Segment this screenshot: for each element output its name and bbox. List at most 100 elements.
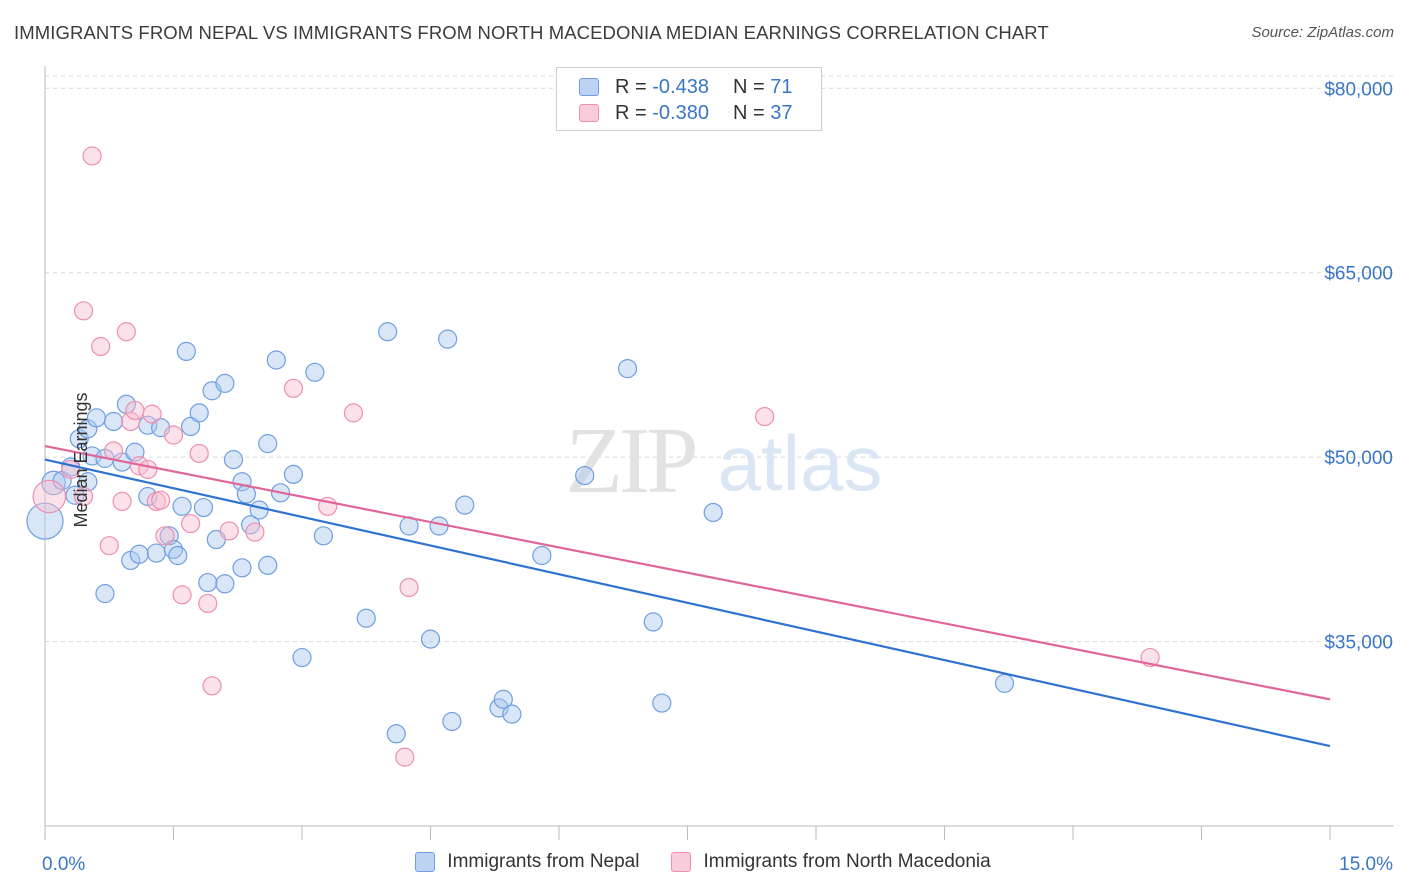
y-tick-label-3: $80,000 [1324,79,1393,100]
macedonia-point-4 [73,301,94,321]
gridlines [45,75,1394,643]
x-tick-label-max: 15.0% [1339,854,1393,875]
macedonia-point-21 [189,443,209,464]
nepal-point-67 [994,673,1015,693]
nepal-point-64 [643,612,663,632]
macedonia-point-24 [219,521,239,541]
legend-label-nepal: Immigrants from Nepal [447,851,640,872]
nepal-swatch [579,78,599,96]
nepal-point-53 [420,629,441,649]
nepal-point-7 [78,472,98,492]
macedonia-point-14 [142,404,162,424]
stats-row-nepal: R = -0.438 N = 71 [579,74,793,100]
macedonia-point-31 [754,406,775,427]
nepal-point-24 [168,545,188,566]
legend-label-macedonia: Immigrants from North Macedonia [703,851,991,872]
nepal-point-17 [129,544,149,564]
n-value-macedonia: 37 [770,101,793,124]
macedonia-point-17 [155,526,175,546]
nepal-point-29 [193,497,214,518]
chart-title: IMMIGRANTS FROM NEPAL VS IMMIGRANTS FROM… [14,22,1049,43]
nepal-point-37 [232,558,252,578]
r-value-macedonia: -0.380 [652,101,709,124]
nepal-point-30 [198,572,218,593]
macedonia-swatch [579,104,599,122]
x-tick-label-min: 0.0% [42,854,85,875]
n-label: N = [733,75,765,98]
series-north-macedonia [32,146,1160,767]
r-value-nepal: -0.438 [652,75,709,98]
macedonia-point-26 [283,378,304,398]
nepal-point-34 [215,373,235,393]
macedonia-legend-swatch [671,852,692,872]
r-label: R = [615,101,647,124]
macedonia-point-25 [245,522,265,542]
nepal-legend-swatch [415,852,436,872]
watermark-zip: ZIP [566,409,696,513]
nepal-point-12 [103,411,124,432]
nepal-point-33 [215,574,235,594]
nepal-point-41 [258,434,278,454]
macedonia-point-3 [82,146,102,166]
legend-item-nepal[interactable]: Immigrants from Nepal [415,851,639,873]
nepal-point-40 [249,500,269,520]
nepal-point-43 [266,350,286,370]
nepal-point-57 [455,495,475,515]
nepal-point-63 [617,359,638,379]
nepal-point-59 [493,689,513,709]
watermark: ZIP atlas [566,409,883,513]
nepal-point-61 [532,545,552,566]
nepal-point-46 [292,647,312,668]
stats-legend: R = -0.438 N = 71 R = -0.380 N = 37 [556,67,822,131]
y-axis-label: Median Earnings [71,392,92,528]
n-label: N = [733,101,765,124]
macedonia-point-8 [112,491,132,512]
nepal-point-65 [652,693,672,713]
nepal-point-51 [386,724,406,744]
macedonia-point-13 [138,459,158,480]
nepal-point-47 [305,362,325,382]
nepal-point-48 [313,526,334,546]
macedonia-point-23 [202,676,222,696]
nepal-point-11 [95,584,115,604]
nepal-point-35 [223,450,244,470]
macedonia-point-11 [125,400,145,421]
nepal-point-55 [438,329,458,349]
nepal-point-66 [703,502,723,523]
nepal-point-56 [442,711,462,732]
trend-lines [44,445,1331,748]
nepal-point-50 [378,322,398,342]
y-tick-label-0: $35,000 [1324,633,1393,654]
macedonia-point-18 [163,425,184,445]
tick-labels: $35,000 $50,000 $65,000 $80,000 0.0% 15.0% [42,79,1393,875]
macedonia-point-2 [73,486,94,507]
series-legend: Immigrants from Nepal Immigrants from No… [0,851,1406,873]
nepal-point-42 [258,555,278,575]
macedonia-point-22 [198,593,218,614]
nepal-point-25 [172,496,192,516]
stats-row-macedonia: R = -0.380 N = 37 [579,100,793,126]
nepal-point-26 [176,341,196,362]
nepal-point-60 [502,704,522,724]
nepal-point-49 [356,608,376,628]
watermark-atlas: atlas [718,419,883,507]
axes [44,66,1394,840]
source-credit: Source: ZipAtlas.com [1251,24,1394,41]
macedonia-point-16 [151,490,171,510]
macedonia-point-5 [91,336,111,357]
nepal-point-27 [181,416,201,437]
trend-line-macedonia [44,445,1331,701]
macedonia-point-0 [32,479,67,514]
nepal-point-45 [283,464,304,484]
macedonia-point-28 [343,403,363,423]
macedonia-point-9 [116,322,136,342]
macedonia-point-20 [181,513,201,534]
nepal-point-62 [575,465,595,486]
trend-line-nepal [44,458,1331,748]
legend-item-macedonia[interactable]: Immigrants from North Macedonia [671,851,991,873]
y-tick-label-2: $65,000 [1324,264,1393,285]
macedonia-point-19 [172,585,192,605]
nepal-point-28 [189,403,209,423]
r-label: R = [615,75,647,98]
